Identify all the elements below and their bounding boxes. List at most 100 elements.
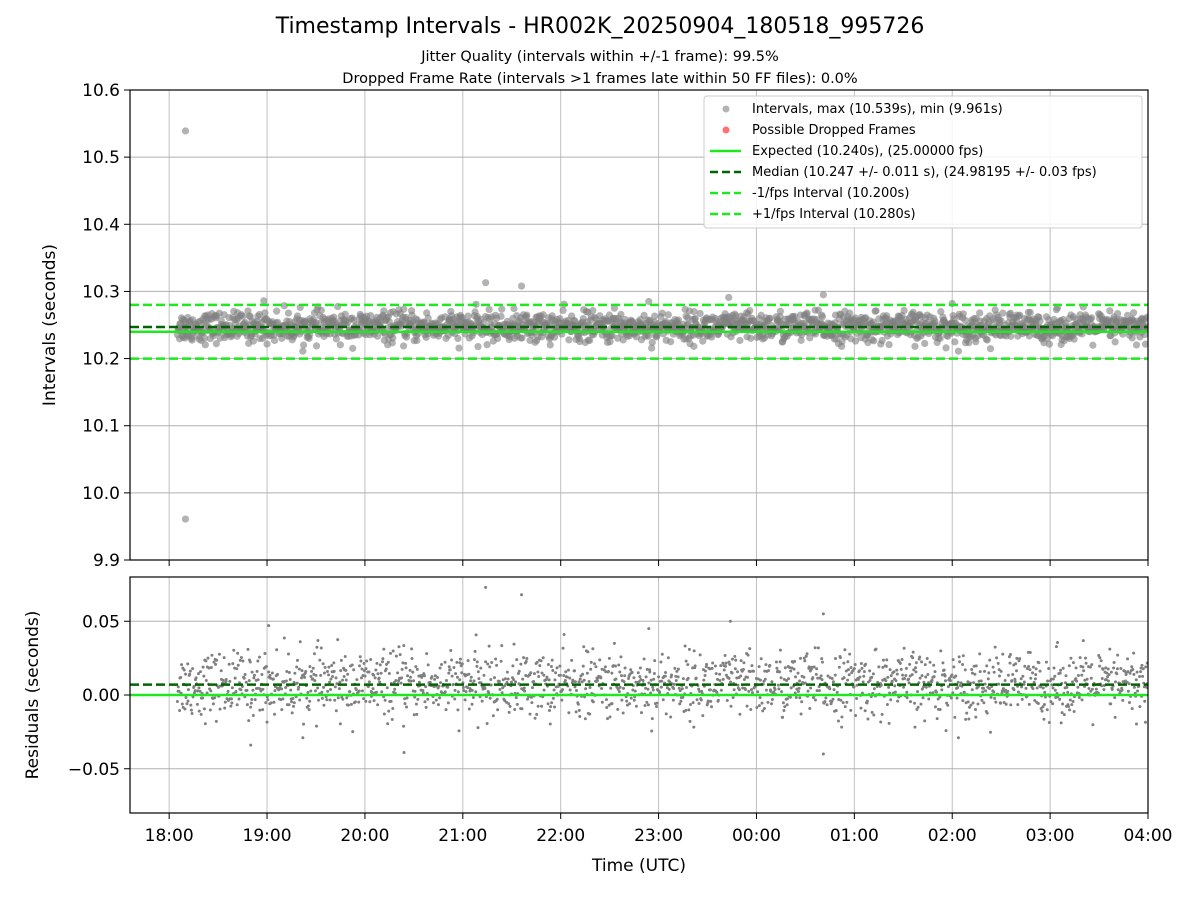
residual-point — [614, 677, 618, 681]
residual-point — [382, 712, 386, 716]
residual-point — [846, 678, 850, 682]
residual-point — [832, 688, 836, 692]
residual-point — [854, 713, 858, 717]
residual-point — [505, 700, 509, 704]
interval-point — [797, 336, 805, 344]
residual-point — [486, 662, 490, 666]
interval-point — [911, 342, 919, 350]
residual-point — [1059, 721, 1063, 725]
residual-point — [692, 649, 696, 653]
residual-point — [1144, 665, 1148, 669]
residual-point — [384, 667, 388, 671]
residual-point — [705, 662, 709, 666]
residual-point — [1061, 702, 1065, 706]
residual-point — [275, 648, 279, 652]
residual-point — [349, 702, 353, 706]
residual-point — [811, 676, 815, 680]
residual-point — [641, 678, 645, 682]
residual-point — [265, 720, 269, 724]
legend-label-median: Median (10.247 +/- 0.011 s), (24.98195 +… — [752, 165, 1097, 180]
residual-point — [904, 666, 908, 670]
residual-point — [367, 680, 371, 684]
residual-point — [228, 679, 232, 683]
residual-point — [1130, 707, 1134, 711]
residual-point — [687, 708, 691, 712]
residual-point — [858, 675, 862, 679]
residual-point — [1040, 709, 1044, 713]
interval-point — [696, 309, 704, 318]
residual-point — [788, 695, 792, 699]
residuals-y-tick-label: −0.05 — [68, 760, 120, 780]
residual-point — [684, 708, 688, 712]
residual-point — [589, 667, 593, 671]
residual-point — [475, 660, 479, 664]
residual-point — [920, 674, 924, 678]
interval-point — [942, 344, 950, 352]
residual-point — [451, 682, 455, 686]
interval-point — [921, 339, 929, 348]
residual-point — [760, 701, 764, 705]
residual-point — [188, 669, 192, 673]
residual-point — [714, 672, 718, 676]
residual-point — [281, 697, 285, 701]
residual-point — [924, 685, 928, 689]
residual-point — [650, 717, 654, 721]
residual-point — [548, 722, 552, 726]
residual-point — [375, 661, 379, 665]
residual-point — [564, 670, 568, 674]
residual-point — [327, 673, 331, 677]
residual-point — [604, 670, 608, 674]
residual-point — [333, 685, 337, 689]
residual-point — [1051, 686, 1055, 690]
residual-point — [204, 679, 208, 683]
residual-point — [350, 663, 354, 667]
residual-point — [215, 658, 219, 662]
residual-point — [570, 658, 574, 662]
interval-point — [497, 312, 505, 320]
residual-point — [1068, 708, 1072, 712]
residual-point — [433, 677, 437, 681]
residual-point — [1080, 698, 1084, 702]
residual-point — [911, 656, 915, 660]
residual-point — [686, 676, 690, 680]
residual-point — [470, 688, 474, 692]
residual-point — [934, 690, 938, 694]
residual-point — [355, 678, 359, 682]
residual-point — [402, 644, 406, 648]
residual-point — [371, 687, 375, 691]
residual-point — [345, 696, 349, 700]
residual-point — [207, 666, 211, 670]
residual-point — [1134, 678, 1138, 682]
residual-point — [887, 685, 891, 689]
interval-outlier-point — [482, 279, 490, 287]
residual-point — [843, 705, 847, 709]
residual-point — [253, 698, 257, 702]
residual-point — [918, 655, 922, 659]
residual-point — [894, 679, 898, 683]
residual-point — [287, 703, 291, 707]
residual-point — [580, 680, 584, 684]
intervals-axes-frame — [129, 89, 1149, 561]
intervals-reference-lines — [130, 303, 1148, 360]
interval-point — [736, 336, 744, 345]
residual-point — [950, 673, 954, 677]
residual-point — [186, 688, 190, 692]
residual-point — [814, 672, 818, 676]
residual-point — [369, 658, 373, 662]
residual-point — [695, 698, 699, 702]
interval-point — [690, 308, 698, 316]
residual-point — [838, 656, 842, 660]
residual-point — [454, 672, 458, 676]
residual-point — [197, 709, 201, 713]
residual-point — [211, 702, 215, 706]
residual-point — [307, 708, 311, 712]
x-tick-label: 19:00 — [243, 826, 292, 846]
residual-point — [671, 698, 675, 702]
residual-point — [372, 673, 376, 677]
interval-outlier-point — [260, 297, 268, 305]
residual-point — [783, 666, 787, 670]
residual-point — [546, 702, 550, 706]
residual-point — [620, 698, 624, 702]
residual-point — [530, 701, 534, 705]
